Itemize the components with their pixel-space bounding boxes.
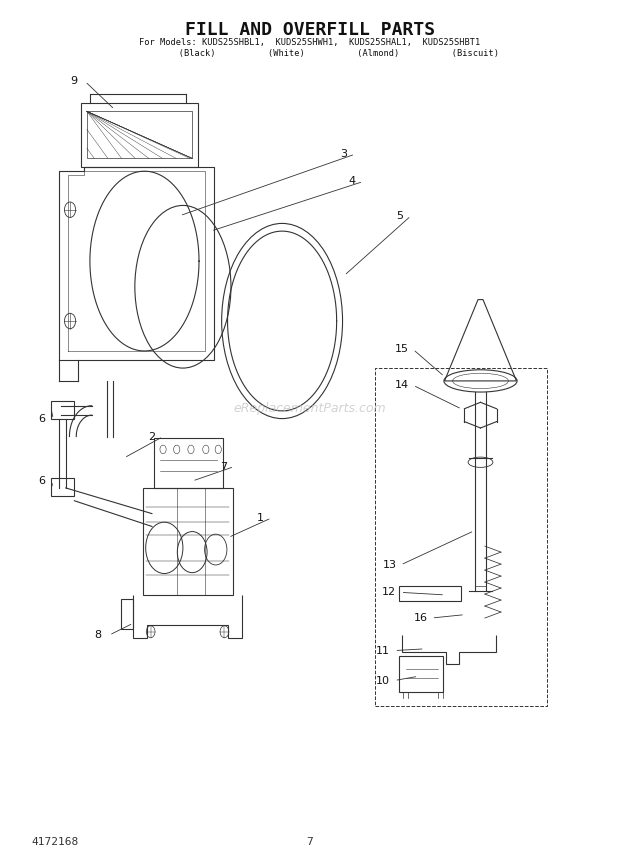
Text: 10: 10 <box>376 675 390 686</box>
Text: FILL AND OVERFILL PARTS: FILL AND OVERFILL PARTS <box>185 21 435 39</box>
Text: 5: 5 <box>396 211 404 221</box>
Bar <box>51 401 74 419</box>
Text: 6: 6 <box>38 414 46 425</box>
Text: For Models: KUDS25SHBL1,  KUDS25SHWH1,  KUDS25SHAL1,  KUDS25SHBT1: For Models: KUDS25SHBL1, KUDS25SHWH1, KU… <box>140 39 480 47</box>
Bar <box>154 438 223 488</box>
Bar <box>51 478 74 496</box>
Text: 11: 11 <box>376 645 390 656</box>
Text: eReplacementParts.com: eReplacementParts.com <box>234 401 386 415</box>
Bar <box>143 488 232 595</box>
Bar <box>399 586 461 601</box>
Bar <box>399 656 443 692</box>
Text: 4172168: 4172168 <box>31 837 78 847</box>
Text: 8: 8 <box>94 630 102 640</box>
Text: 3: 3 <box>340 149 348 159</box>
Text: 7: 7 <box>219 461 227 472</box>
Text: 13: 13 <box>383 560 396 570</box>
Text: 2: 2 <box>148 431 156 442</box>
Text: 9: 9 <box>70 76 78 86</box>
Text: 6: 6 <box>38 476 46 486</box>
Text: 7: 7 <box>307 837 313 847</box>
Text: 1: 1 <box>257 513 264 523</box>
Text: 16: 16 <box>414 613 427 623</box>
Text: 4: 4 <box>348 176 356 187</box>
Text: 12: 12 <box>383 587 396 597</box>
Text: (Black)          (White)          (Almond)          (Biscuit): (Black) (White) (Almond) (Biscuit) <box>121 50 499 58</box>
Text: 15: 15 <box>395 344 409 354</box>
Text: 14: 14 <box>395 380 409 390</box>
Bar <box>375 368 547 706</box>
